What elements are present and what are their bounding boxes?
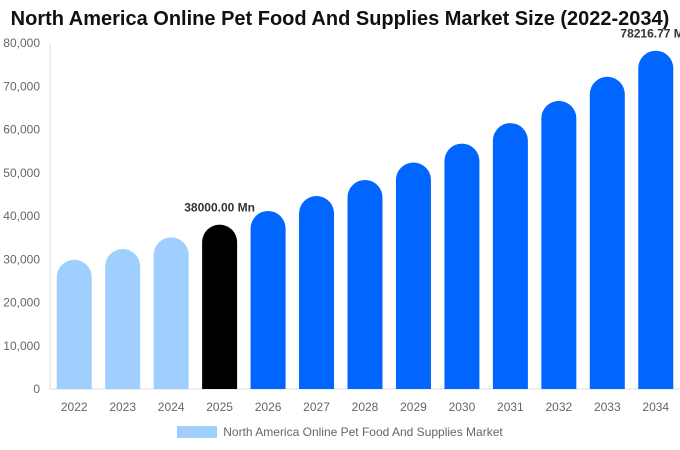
x-tick-label: 2034	[642, 400, 669, 414]
x-tick-label: 2033	[594, 400, 621, 414]
y-tick-label: 40,000	[3, 209, 40, 223]
bar-2034	[638, 50, 674, 390]
bar-2027	[299, 196, 335, 389]
x-tick-label: 2029	[400, 400, 427, 414]
bar-2028	[347, 179, 383, 389]
bar-2026	[250, 210, 286, 389]
bar-2033	[589, 76, 625, 389]
x-tick-label: 2030	[449, 400, 476, 414]
x-tick-label: 2031	[497, 400, 524, 414]
x-tick-label: 2027	[303, 400, 330, 414]
y-tick-label: 30,000	[3, 252, 40, 266]
y-tick-label: 10,000	[3, 339, 40, 353]
legend[interactable]: North America Online Pet Food And Suppli…	[0, 425, 680, 439]
bar-2029	[395, 162, 431, 389]
y-tick-label: 80,000	[3, 36, 40, 50]
y-tick-label: 20,000	[3, 296, 40, 310]
bar-2025	[202, 224, 238, 389]
x-tick-label: 2032	[545, 400, 572, 414]
legend-label: North America Online Pet Food And Suppli…	[223, 425, 503, 439]
legend-swatch	[177, 426, 218, 438]
x-tick-label: 2026	[255, 400, 282, 414]
y-tick-label: 60,000	[3, 123, 40, 137]
chart-title: North America Online Pet Food And Suppli…	[10, 8, 670, 30]
bar-2024	[153, 237, 189, 389]
bar-2022	[56, 259, 92, 389]
y-tick-label: 70,000	[3, 79, 40, 93]
x-tick-label: 2028	[352, 400, 379, 414]
x-tick-label: 2023	[109, 400, 136, 414]
y-tick-label: 50,000	[3, 166, 40, 180]
y-tick-label: 0	[33, 382, 40, 396]
bar-2023	[105, 249, 141, 389]
bar-2032	[541, 100, 577, 390]
data-label: 78216.77 Mn	[620, 27, 680, 41]
bar-2031	[492, 123, 528, 389]
x-tick-label: 2025	[206, 400, 233, 414]
x-tick-label: 2024	[158, 400, 185, 414]
x-tick-label: 2022	[61, 400, 88, 414]
data-label: 38000.00 Mn	[184, 201, 255, 215]
bar-2030	[444, 143, 480, 389]
